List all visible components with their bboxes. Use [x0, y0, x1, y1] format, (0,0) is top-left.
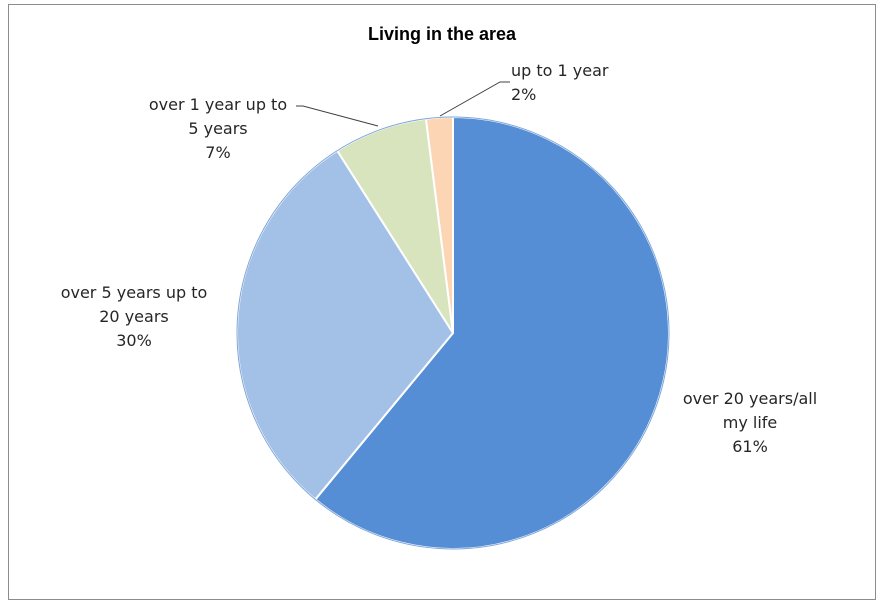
- leader-line-3: [296, 105, 379, 127]
- data-label-4: up to 1 year 2%: [511, 61, 609, 104]
- data-label-3: over 1 year up to 5 years 7%: [149, 95, 287, 162]
- data-label-2: over 5 years up to 20 years 30%: [61, 283, 208, 350]
- data-label-2-line: 30%: [116, 331, 152, 350]
- pie-rim: [236, 116, 670, 550]
- data-label-1-line: 61%: [732, 437, 768, 456]
- data-label-1-line: my life: [723, 413, 778, 432]
- data-label-2-line: over 5 years up to: [61, 283, 208, 302]
- data-label-1: over 20 years/all my life 61%: [683, 389, 817, 456]
- data-label-2-line: 20 years: [99, 307, 168, 326]
- leader-line-4: [439, 81, 510, 117]
- data-label-3-line: 5 years: [188, 119, 247, 138]
- data-label-3-line: 7%: [205, 143, 230, 162]
- data-label-4-line: up to 1 year: [511, 61, 609, 80]
- data-label-1-line: over 20 years/all: [683, 389, 817, 408]
- data-label-3-line: over 1 year up to: [149, 95, 287, 114]
- chart-title: Living in the area: [367, 24, 517, 44]
- data-label-4-line: 2%: [511, 85, 536, 104]
